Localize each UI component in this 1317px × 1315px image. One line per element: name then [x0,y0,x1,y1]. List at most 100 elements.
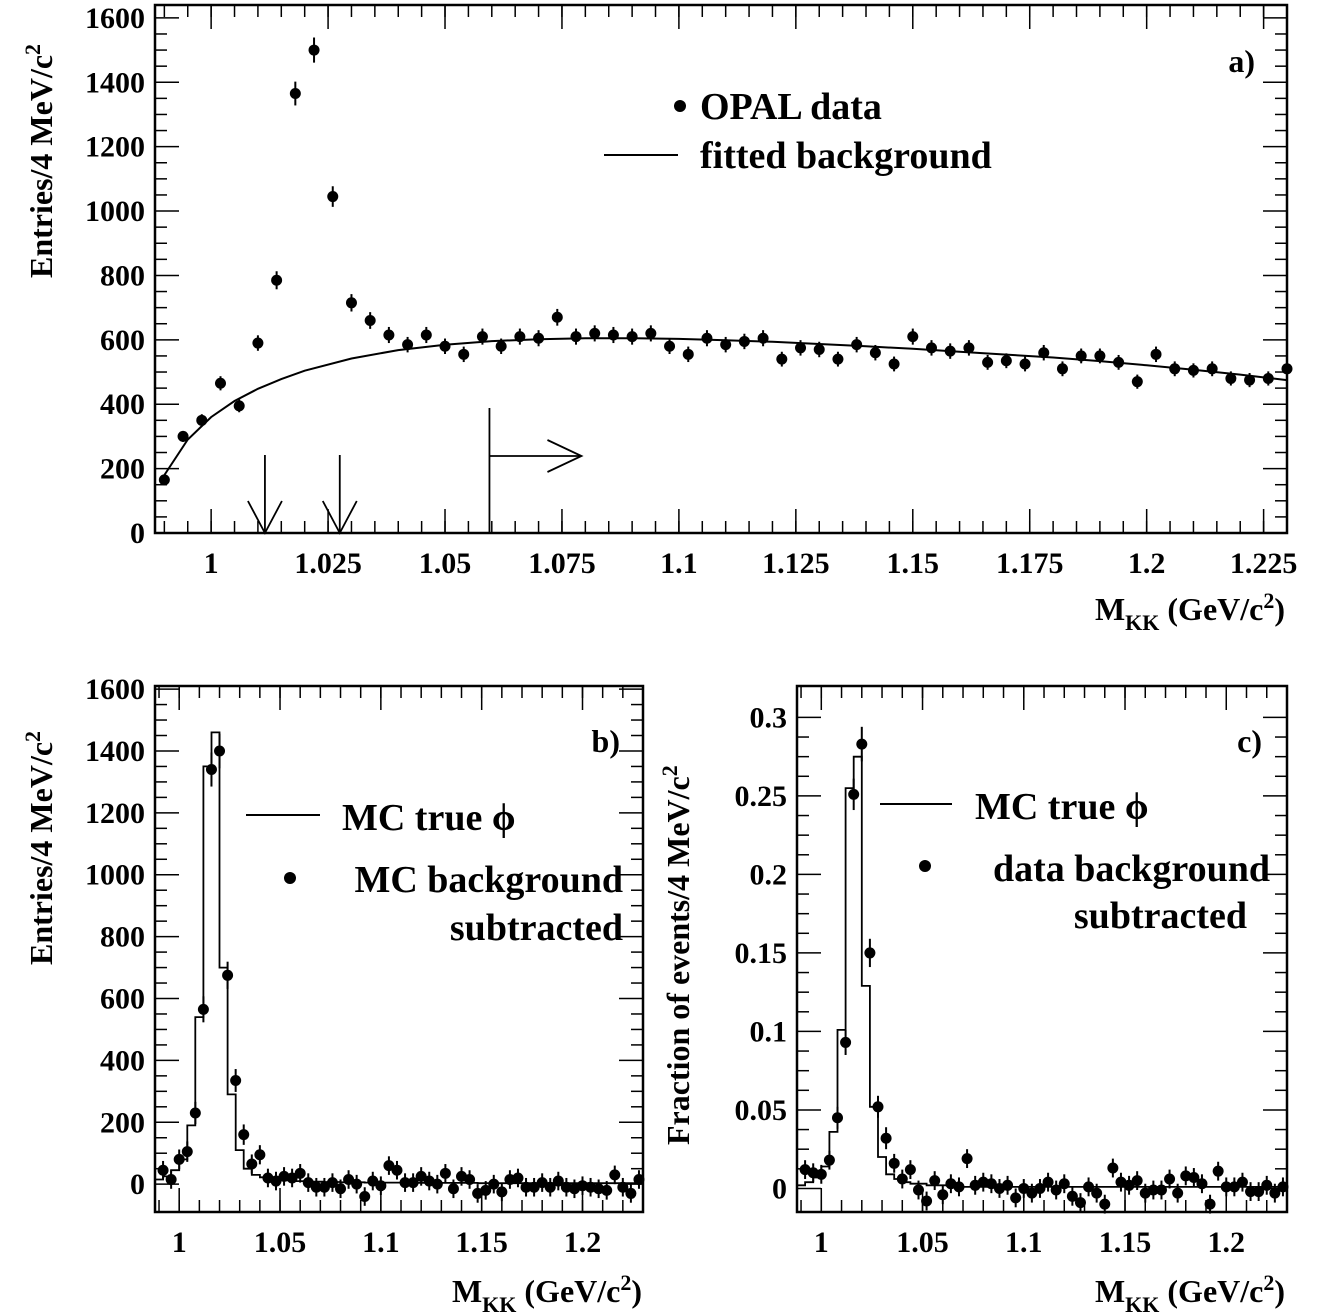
legend-marker-data-background [919,860,931,872]
data-point [1034,1182,1046,1194]
y-tick-label-a: 1600 [85,2,145,35]
data-point [551,311,563,323]
data-point [757,332,769,344]
x-axis-label-b: MKK (GeV/c2) [452,1270,642,1315]
y-axis-label-c-sup: 2 [657,765,682,776]
data-point [776,353,788,365]
panel-label-b: b) [592,723,620,759]
data-point [359,1191,371,1203]
legend-label-mc-background: MC background [354,859,623,901]
x-axis-label-b-sub: KK [482,1292,516,1315]
point-layer-b [157,733,645,1206]
data-point [921,1195,933,1207]
data-point [480,1184,492,1196]
y-tick-label-c: 0.2 [750,858,788,891]
data-point [1050,1184,1062,1196]
x-axis-label-a-unit: (GeV/c [1167,591,1263,627]
x-axis-label-b-unit: (GeV/c [524,1273,620,1309]
y-tick-label-c: 0.05 [735,1094,788,1127]
point-layer-a [158,37,1293,486]
data-point [222,969,234,981]
data-point [158,474,170,486]
range-arrow-head [547,439,584,473]
data-point [173,1153,185,1165]
y-tick-label-c: 0.25 [735,780,788,813]
y-tick-label-c: 0 [772,1172,787,1205]
y-tick-label-b: 600 [100,983,145,1016]
data-point [912,1184,924,1196]
data-point [1228,1181,1240,1193]
data-point [1099,1198,1111,1210]
data-point [196,414,208,426]
legend-label-subtracted-c: subtracted [1074,895,1247,937]
x-tick-label-a: 1.175 [996,547,1064,580]
data-point [1277,1181,1289,1193]
data-point [1212,1165,1224,1177]
legend-marker-mc-background [284,872,296,884]
y-tick-label-c: 0.3 [750,701,788,734]
data-point [399,1177,411,1189]
y-tick-label-a: 400 [100,388,145,421]
data-point [189,1107,201,1119]
y-axis-label-b-sup: 2 [20,731,45,742]
x-axis-label-c-sub: KK [1125,1292,1159,1315]
data-point [1018,1182,1030,1194]
annotation-layer-a [247,408,584,535]
data-point [1131,376,1143,388]
data-point [1066,1190,1078,1202]
x-tick-label-a: 1.225 [1230,547,1298,580]
data-point [795,342,807,354]
data-point [252,337,264,349]
plot-frame-c [795,684,1289,1214]
y-tick-label-b: 0 [130,1168,145,1201]
data-point [165,1174,177,1186]
x-tick-label-a: 1.2 [1128,547,1166,580]
data-point [1000,355,1012,367]
legend-label-mc-true-phi-c: MC true ϕ [975,786,1149,828]
data-point [823,1154,835,1166]
y-tick-label-b: 1400 [85,735,145,768]
data-point [464,1174,476,1186]
legend-label-mc-true-phi-b: MC true ϕ [342,797,516,839]
data-point [963,342,975,354]
data-point [888,358,900,370]
data-point [869,347,881,359]
data-point [326,1177,338,1189]
data-point [495,340,507,352]
data-point [415,1170,427,1182]
data-point [609,1169,621,1181]
tick-layer-c: 0 0.05 0.1 0.15 0.2 0.25 0.3 1 1.05 1.1 1.15 1.2 [735,686,1288,1259]
x-axis-label-a-gap [1159,591,1167,627]
legend-label-subtracted-b: subtracted [450,907,623,949]
data-point [1058,1178,1070,1190]
data-point [391,1164,403,1176]
data-point [289,88,301,100]
x-tick-label-a: 1.075 [528,547,596,580]
data-point [1164,1173,1176,1185]
data-point [205,764,217,776]
data-point [1010,1192,1022,1204]
data-point [367,1175,379,1187]
data-point [520,1181,532,1193]
data-point [944,345,956,357]
data-point [617,1181,629,1193]
data-point [488,1178,500,1190]
y-axis-label-a-sup: 2 [20,44,45,55]
data-point [1083,1181,1095,1193]
data-point [1131,1175,1143,1187]
data-point [925,342,937,354]
data-point [420,329,432,341]
data-point [1026,1187,1038,1199]
data-point [271,274,283,286]
data-point [364,315,376,327]
data-point [1225,372,1237,384]
data-point [343,1174,355,1186]
x-tick-label-c: 1 [814,1226,829,1259]
data-point [864,947,876,959]
data-point [544,1181,556,1193]
y-tick-label-c: 0.1 [750,1015,788,1048]
data-point [840,1036,852,1048]
tick-layer-b: 0 200 400 600 800 1000 1200 1400 1600 1 1.05 1.1 1.1… [85,673,644,1259]
data-point [514,331,526,343]
data-point [851,339,863,351]
